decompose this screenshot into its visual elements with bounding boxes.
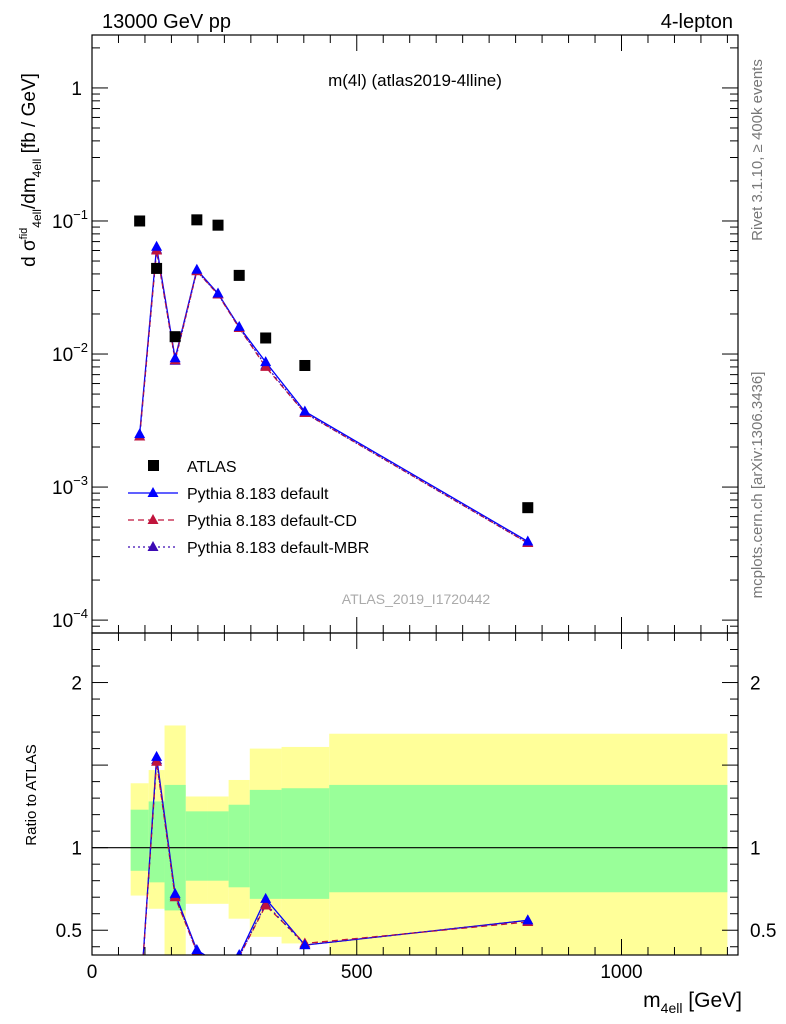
- atlas-data-point: [134, 215, 146, 227]
- ratio-3-point: [134, 1003, 145, 1013]
- stat-uncertainty-band: [207, 811, 229, 881]
- mcplots-label: mcplots.cern.ch [arXiv:1306.3436]: [749, 372, 766, 599]
- ratio-1-point: [134, 1003, 145, 1013]
- y-tick-label-main: 10−2: [52, 340, 88, 366]
- ratio-1-point: [260, 892, 272, 903]
- main-series: [134, 214, 534, 547]
- ratio-2-point: [213, 959, 224, 969]
- x-tick-label: 1000: [600, 962, 642, 983]
- series-1-point: [191, 263, 203, 274]
- y-axis-label-main: d σfid4ell/dm4ell [fb / GeV]: [18, 73, 44, 267]
- ratio-line-3: [142, 760, 528, 955]
- stat-uncertainty-band: [228, 804, 250, 888]
- stat-uncertainty-band: [249, 789, 282, 899]
- legend-label-1: Pythia 8.183 default: [187, 486, 329, 503]
- atlas-data-point: [212, 219, 224, 231]
- ratio-1-point: [235, 949, 243, 955]
- ratio-1-point: [151, 750, 163, 761]
- atlas-data-point: [522, 502, 534, 514]
- series-1-point: [212, 287, 224, 298]
- ratio-1-point: [522, 914, 534, 925]
- legend-marker-2: [147, 514, 159, 524]
- x-tick-label: 500: [341, 962, 373, 983]
- ratio-series: [134, 750, 534, 1013]
- atlas-data-point: [260, 332, 272, 344]
- y-tick-label-ratio-right: 1: [750, 839, 761, 860]
- series-1-point: [151, 240, 163, 251]
- legend-marker-3: [147, 541, 159, 551]
- y-tick-label-ratio-right: 2: [750, 674, 761, 695]
- series-1-point: [134, 428, 146, 439]
- ratio-panel: 0.5 0.5 1 1 2 2: [56, 632, 776, 1013]
- series-1-point: [522, 535, 534, 546]
- y-axis-label-ratio: Ratio to ATLAS: [23, 744, 40, 845]
- y-tick-label-main: 10−1: [52, 207, 88, 233]
- legend-marker-1: [147, 487, 159, 497]
- analysis-id-label: ATLAS_2019_I1720442: [342, 591, 491, 607]
- ratio-axes: 0.5 0.5 1 1 2 2: [56, 633, 776, 955]
- atlas-data-point: [169, 331, 181, 343]
- series-line-3: [139, 249, 529, 544]
- x-tick-label: 0: [87, 962, 98, 983]
- y-tick-label-ratio-left: 2: [71, 674, 82, 695]
- main-axes: 10−4 10−3 10−2 10−1 1: [52, 35, 738, 634]
- legend-label-3: Pythia 8.183 default-MBR: [187, 540, 369, 557]
- ratio-1-point: [213, 957, 224, 967]
- y-tick-label-ratio-left: 0.5: [56, 921, 82, 942]
- legend-atlas-marker: [148, 460, 159, 471]
- atlas-data-point: [151, 262, 163, 274]
- series-1-point: [299, 405, 311, 416]
- stat-uncertainty-band: [130, 809, 149, 871]
- atlas-data-point: [233, 269, 245, 281]
- ratio-1-point: [299, 939, 311, 950]
- plot-title: m(4l) (atlas2019-4lline): [328, 71, 502, 90]
- ratio-2-point: [134, 1003, 145, 1013]
- series-1-point: [169, 352, 181, 363]
- legend-label-0: ATLAS: [187, 459, 237, 476]
- legend: ATLAS Pythia 8.183 default Pythia 8.183 de…: [128, 459, 369, 557]
- y-tick-label-main: 10−4: [52, 606, 88, 632]
- ratio-1-point: [191, 944, 203, 955]
- header-left: 13000 GeV pp: [102, 11, 231, 33]
- x-axis-tick-labels: 0 500 1000: [87, 962, 643, 983]
- header-right: 4-lepton: [661, 11, 733, 33]
- ratio-2-point: [260, 899, 272, 910]
- y-tick-label-ratio-left: 1: [71, 839, 82, 860]
- legend-label-2: Pythia 8.183 default-CD: [187, 513, 357, 530]
- stat-uncertainty-band: [281, 788, 330, 899]
- main-panel: 10−4 10−3 10−2 10−1 1: [52, 34, 739, 634]
- y-tick-label-ratio-right: 0.5: [750, 921, 776, 942]
- ratio-line-1: [142, 756, 528, 955]
- ratio-1-point: [169, 887, 181, 898]
- ratio-3-point: [213, 959, 224, 969]
- y-tick-label-main: 10−3: [52, 473, 88, 499]
- stat-uncertainty-band: [185, 811, 208, 881]
- series-1-point: [260, 356, 272, 367]
- stat-uncertainty-band: [329, 784, 728, 893]
- x-axis-label: m4ell [GeV]: [643, 989, 742, 1016]
- ratio-frame: [91, 632, 739, 956]
- uncertainty-bands: [130, 725, 728, 955]
- series-1-point: [233, 320, 245, 331]
- atlas-data-point: [299, 359, 311, 371]
- y-tick-label-main: 1: [71, 79, 82, 100]
- atlas-data-point: [191, 214, 203, 226]
- rivet-version-label: Rivet 3.1.10, ≥ 400k events: [749, 59, 766, 241]
